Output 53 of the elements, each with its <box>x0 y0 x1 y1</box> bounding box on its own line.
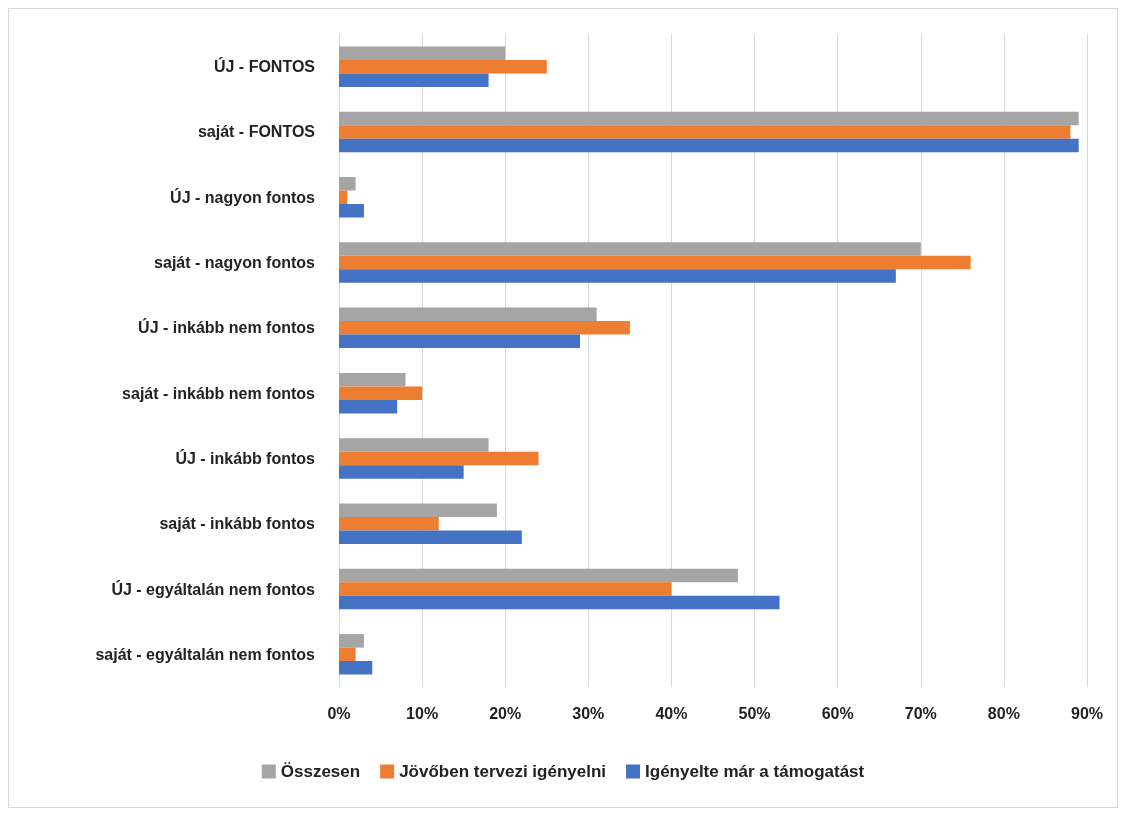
x-tick-label: 30% <box>572 704 605 722</box>
bar <box>339 568 738 583</box>
y-tick-label: saját - nagyon fontos <box>154 254 316 272</box>
bar <box>339 530 522 544</box>
bar <box>339 269 896 283</box>
bar <box>339 138 1079 153</box>
bar <box>339 517 439 531</box>
bar <box>339 125 1071 139</box>
x-tick-label: 70% <box>904 704 937 722</box>
x-tick-label: 40% <box>655 704 688 722</box>
y-tick-label: ÚJ - egyáltalán nem fontos <box>111 579 316 598</box>
bar <box>339 73 489 87</box>
bar <box>339 111 1079 126</box>
x-tick-label: 60% <box>821 704 854 722</box>
bar <box>339 465 464 479</box>
bar <box>339 438 489 452</box>
bar <box>339 582 672 596</box>
bar <box>339 647 356 662</box>
bar <box>339 386 423 400</box>
bar <box>339 177 356 191</box>
x-tick-label: 0% <box>327 704 351 722</box>
x-tick-label: 80% <box>987 704 1020 722</box>
y-tick-label: saját - egyáltalán nem fontos <box>95 645 316 663</box>
bar <box>339 190 348 204</box>
bar <box>339 372 406 387</box>
legend-label: Igényelte már a támogatást <box>645 762 865 781</box>
legend-label: Jövőben tervezi igényelni <box>399 762 607 781</box>
bar <box>339 307 597 322</box>
x-tick-label: 90% <box>1070 704 1104 722</box>
bar <box>339 451 539 466</box>
y-tick-label: saját - inkább nem fontos <box>122 384 316 402</box>
bar <box>339 242 921 256</box>
y-tick-label: ÚJ - inkább fontos <box>175 448 316 467</box>
bar <box>339 255 971 270</box>
y-tick-label: ÚJ - FONTOS <box>213 57 316 76</box>
y-tick-label: saját - inkább fontos <box>159 515 316 533</box>
x-tick-label: 10% <box>406 704 439 722</box>
bar <box>339 595 780 610</box>
bar <box>339 46 506 60</box>
bar <box>339 321 630 335</box>
legend-label: Összesen <box>280 762 361 781</box>
bar <box>339 634 364 648</box>
bar <box>339 503 497 517</box>
y-tick-label: ÚJ - inkább nem fontos <box>138 318 316 337</box>
y-tick-label: saját - FONTOS <box>197 123 316 141</box>
bar <box>339 59 547 74</box>
bar <box>339 334 581 349</box>
bar <box>339 399 398 414</box>
bar <box>339 204 364 218</box>
bar <box>339 661 373 675</box>
y-tick-label: ÚJ - nagyon fontos <box>170 187 316 206</box>
x-tick-label: 50% <box>738 704 771 722</box>
x-tick-label: 20% <box>489 704 522 722</box>
